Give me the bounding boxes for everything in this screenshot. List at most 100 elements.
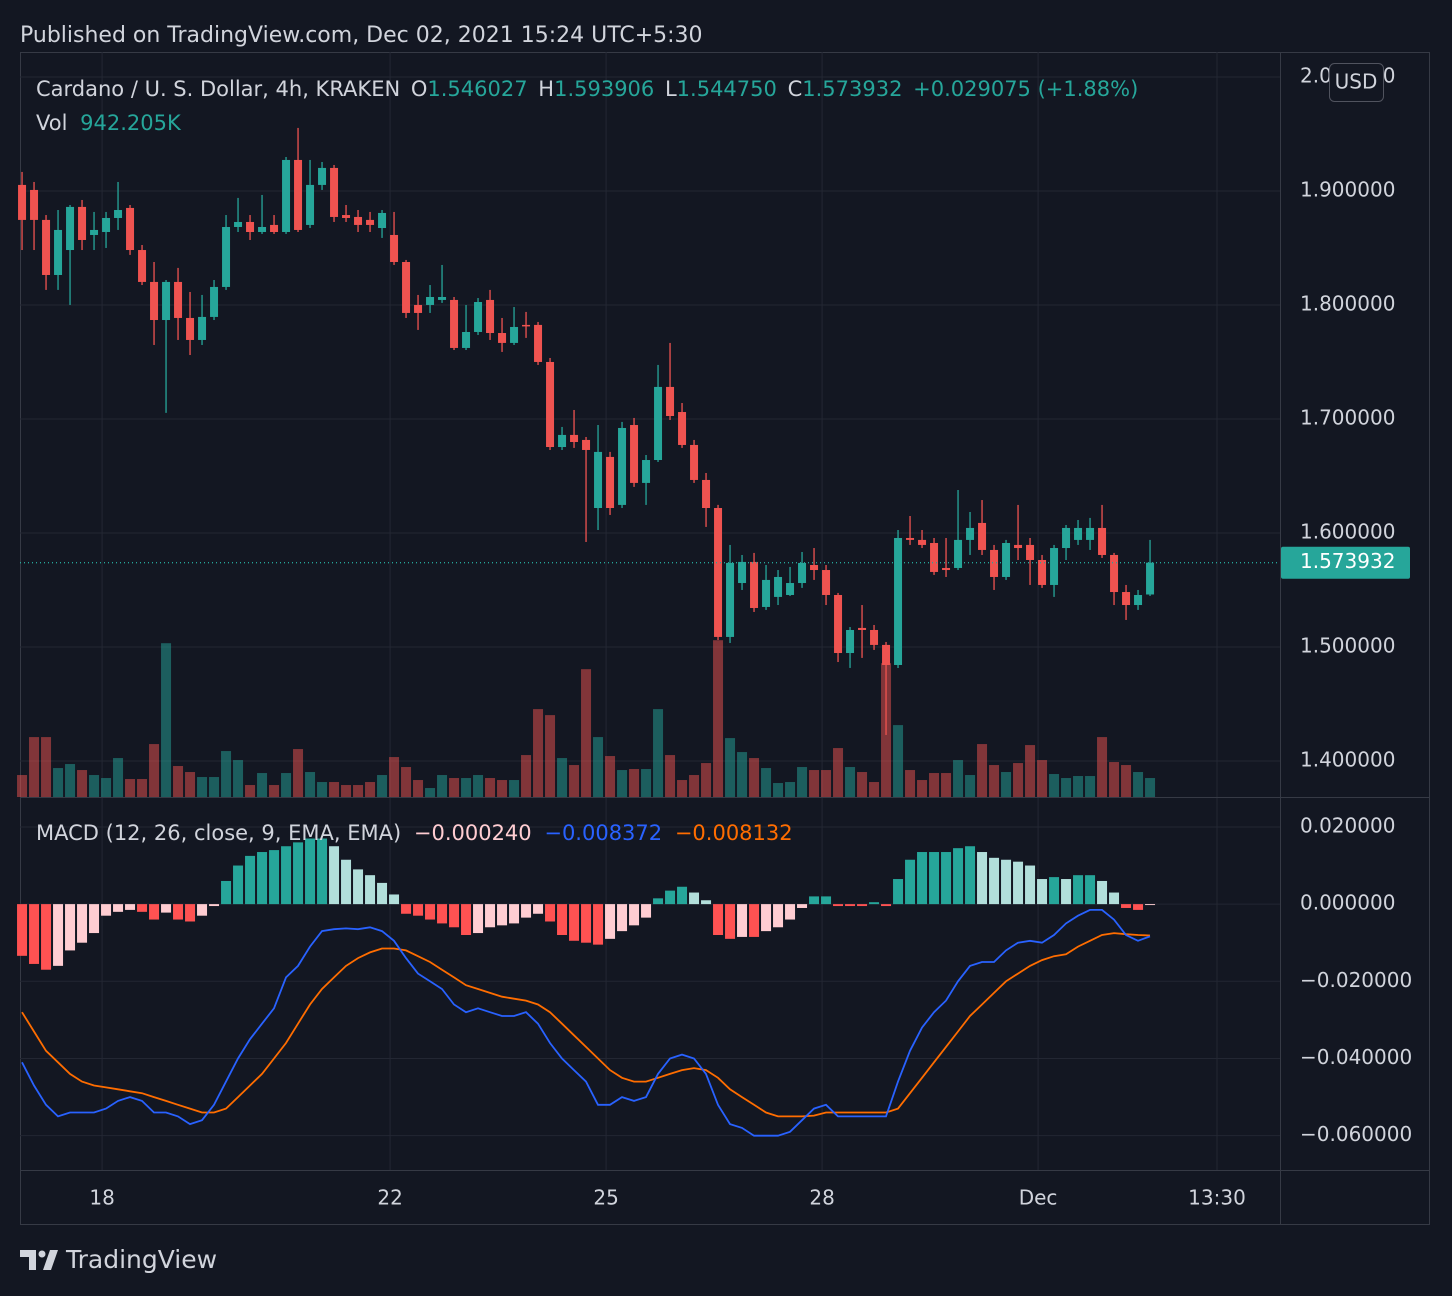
candle-body	[30, 189, 39, 220]
volume-bar	[917, 780, 928, 797]
volume-bar	[521, 755, 532, 797]
macd-histogram-bar	[989, 857, 1000, 905]
volume-bar	[185, 772, 196, 797]
volume-bar	[797, 767, 808, 797]
candle-body	[246, 221, 255, 233]
volume-bar	[137, 779, 148, 797]
x-tick-label: 28	[809, 1186, 834, 1210]
candle-body	[126, 207, 135, 251]
y-tick-label: 1.700000	[1300, 405, 1395, 429]
macd-histogram-bar	[533, 904, 544, 914]
macd-histogram-bar	[485, 904, 496, 928]
currency-box[interactable]	[1329, 63, 1384, 102]
macd-histogram-bar	[233, 865, 244, 905]
marks	[17, 127, 1280, 1137]
volume-bar	[149, 744, 160, 797]
volume-bar	[665, 755, 676, 797]
logo-mark	[43, 1250, 58, 1270]
candle-body	[786, 583, 795, 595]
candle-body	[558, 434, 567, 448]
macd-histogram-bar	[125, 904, 136, 910]
volume-bar	[593, 737, 604, 797]
volume-bar	[341, 785, 352, 797]
candle-body	[354, 216, 363, 225]
macd-histogram-bar	[173, 904, 184, 920]
volume-bar	[89, 775, 100, 797]
logo	[20, 1250, 58, 1270]
y2-tick-label: 0.020000	[1300, 813, 1395, 837]
candle-body	[534, 324, 543, 362]
macd-histogram-bar	[449, 904, 460, 928]
macd-histogram-bar	[557, 904, 568, 935]
macd-histogram-bar	[161, 904, 172, 913]
volume-bar	[1049, 774, 1060, 797]
candle-body	[150, 281, 159, 321]
volume-bar	[497, 780, 508, 797]
candle-body	[510, 326, 519, 343]
macd-histogram-bar	[845, 904, 856, 907]
volume-bar	[533, 709, 544, 797]
volume-bar	[1109, 762, 1120, 797]
ohlc-prefix: H	[538, 77, 554, 101]
macd-histogram-bar	[329, 846, 340, 905]
volume-bar	[1037, 760, 1048, 797]
candle-body	[378, 212, 387, 229]
candle-body	[138, 250, 147, 282]
published-note: Published on TradingView.com, Dec 02, 20…	[20, 23, 703, 48]
volume-bar	[257, 773, 268, 797]
x-tick-label: 13:30	[1188, 1186, 1246, 1210]
macd-histogram-bar	[425, 904, 436, 920]
macd-histogram-bar	[641, 904, 652, 918]
macd-histogram-bar	[401, 904, 412, 914]
candle-body	[1146, 562, 1155, 595]
candle-body	[366, 219, 375, 225]
macd-histogram-bar	[17, 904, 28, 956]
volume-bar	[617, 770, 628, 797]
candle-body	[102, 217, 111, 233]
volume-bar	[1097, 737, 1108, 797]
macd-histogram-bar	[269, 850, 280, 905]
candle-body	[642, 460, 651, 483]
macd-histogram-bar	[149, 904, 160, 920]
volume-bar	[293, 749, 304, 797]
volume-bar	[437, 775, 448, 797]
candle-body	[882, 644, 891, 665]
x-tick-label: 22	[377, 1186, 402, 1210]
candle-body	[966, 527, 975, 540]
last-price-label: 1.573932	[1300, 549, 1395, 573]
volume-bar	[413, 780, 424, 797]
candle-body	[546, 361, 555, 448]
macd-histogram-bar	[305, 838, 316, 905]
candle-body	[678, 412, 687, 445]
y-tick-label: 1.900000	[1300, 177, 1395, 201]
volume-bar	[965, 775, 976, 797]
volume-bar	[557, 758, 568, 797]
candle-body	[750, 561, 759, 608]
hist-value: −0.000240	[414, 821, 532, 845]
candle-body	[486, 299, 495, 334]
macd-histogram-bar	[629, 904, 640, 926]
macd-histogram-bar	[1013, 861, 1024, 905]
y2-tick-label: −0.040000	[1300, 1045, 1412, 1069]
macd-histogram-bar	[53, 904, 64, 966]
macd-histogram-bar	[797, 904, 808, 908]
volume-bar	[29, 737, 40, 797]
volume-bar	[65, 764, 76, 797]
macd-histogram-bar	[881, 904, 892, 907]
candle-body	[1062, 527, 1071, 549]
ohlc-value: 1.544750	[677, 77, 777, 101]
volume-bar	[677, 780, 688, 797]
currency[interactable]: USD	[1335, 70, 1378, 94]
volume-bar	[77, 770, 88, 797]
candle-body	[318, 167, 327, 185]
macd-histogram-bar	[389, 894, 400, 905]
macd-histogram-bar	[605, 904, 616, 939]
candle-body	[342, 215, 351, 218]
candle-body	[42, 219, 51, 275]
volume-bar	[569, 765, 580, 797]
candle-body	[498, 333, 507, 343]
volume-bar	[1013, 763, 1024, 797]
volume-bar	[389, 757, 400, 797]
candle-body	[258, 226, 267, 233]
candle-body	[90, 229, 99, 235]
